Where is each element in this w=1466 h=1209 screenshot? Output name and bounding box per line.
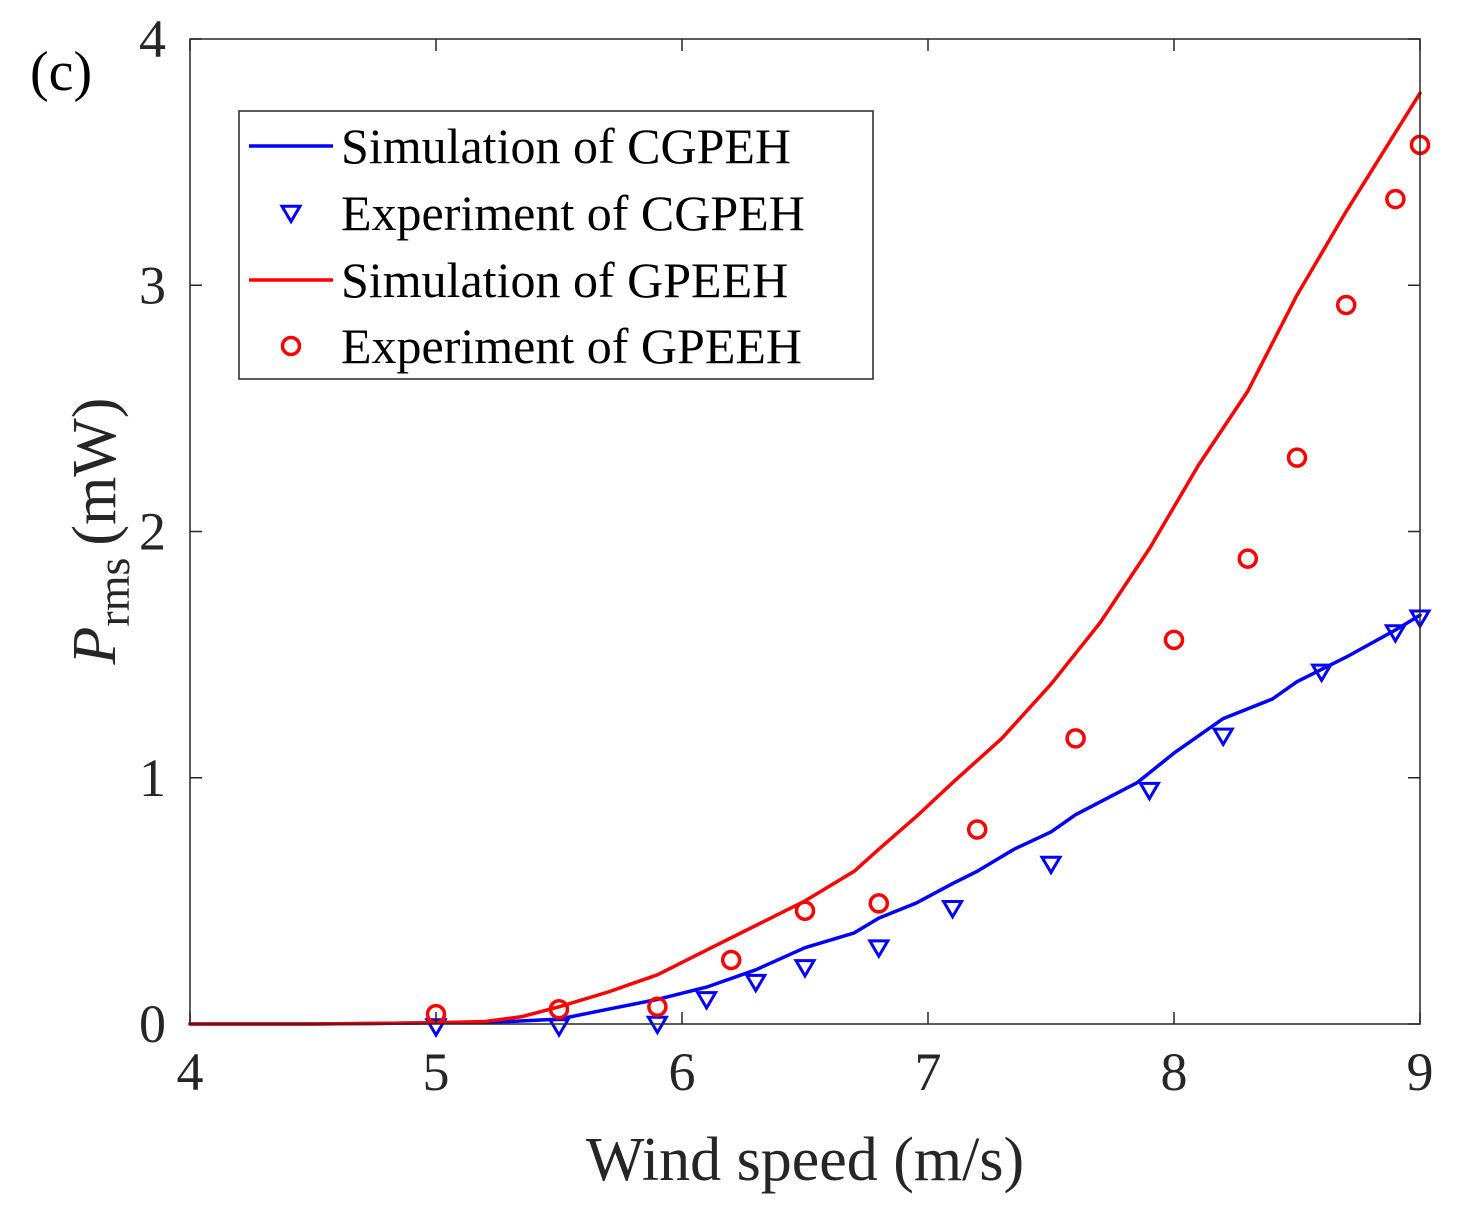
data-point-experiment-of-gpeeh	[647, 996, 668, 1018]
y-axis-label: Prms (mW)	[61, 398, 139, 666]
legend-entry-experiment-of-gpeeh: Experiment of GPEEH	[280, 318, 802, 374]
legend-box	[238, 110, 874, 380]
legend: Simulation of CGPEH Experiment of CGPEH Si…	[238, 110, 874, 380]
data-point-experiment-of-gpeeh	[1286, 447, 1308, 468]
y-axis-label-subscript: rms	[88, 558, 139, 627]
legend-swatch-triangle	[279, 204, 303, 225]
y-tick-label: 3	[139, 255, 166, 315]
data-point-experiment-of-cgpeh	[694, 991, 719, 1011]
legend-label: Simulation of CGPEH	[341, 118, 791, 174]
data-point-experiment-of-cgpeh	[1211, 727, 1235, 748]
y-axis-label-symbol: P	[61, 627, 129, 666]
series-experiment-of-cgpeh	[424, 609, 1432, 1038]
x-tick-label: 4	[177, 1042, 204, 1102]
x-tick-label: 7	[915, 1042, 942, 1102]
x-tick-label: 5	[423, 1042, 450, 1102]
legend-label: Simulation of GPEEH	[341, 252, 788, 308]
data-point-experiment-of-cgpeh	[547, 1018, 571, 1038]
data-point-experiment-of-cgpeh	[793, 959, 817, 979]
data-point-experiment-of-cgpeh	[1039, 855, 1063, 876]
series-line-simulation-of-cgpeh	[188, 613, 1422, 1026]
series-layer	[188, 91, 1432, 1038]
data-point-experiment-of-cgpeh	[940, 900, 965, 920]
data-point-experiment-of-gpeeh	[966, 819, 988, 840]
ticks-layer: 4 5 6 7 8 9 0 1 2 3 4	[139, 9, 1434, 1102]
data-point-experiment-of-gpeeh	[1385, 188, 1406, 210]
data-point-experiment-of-gpeeh	[548, 998, 570, 1020]
data-point-experiment-of-cgpeh	[744, 973, 768, 994]
data-point-experiment-of-gpeeh	[720, 949, 742, 971]
data-point-experiment-of-gpeeh	[1335, 294, 1357, 316]
series-simulation-of-gpeeh	[188, 91, 1422, 1026]
legend-entry-simulation-of-cgpeh: Simulation of CGPEH	[249, 118, 791, 174]
legend-label: Experiment of CGPEH	[341, 185, 805, 241]
y-tick-label: 2	[139, 502, 166, 562]
x-tick-label: 8	[1161, 1042, 1188, 1102]
data-point-experiment-of-cgpeh	[1309, 663, 1334, 684]
panel-label: (c)	[30, 41, 92, 103]
y-tick-label: 1	[139, 748, 166, 808]
data-point-experiment-of-gpeeh	[868, 893, 890, 914]
y-tick-label: 0	[139, 994, 166, 1054]
series-simulation-of-cgpeh	[188, 613, 1422, 1026]
y-axis-label-unit: (mW)	[61, 398, 129, 546]
data-point-experiment-of-gpeeh	[1065, 728, 1086, 749]
legend-entry-simulation-of-gpeeh: Simulation of GPEEH	[249, 252, 788, 308]
data-point-experiment-of-cgpeh	[1137, 781, 1162, 802]
data-point-experiment-of-cgpeh	[867, 939, 891, 960]
x-tick-label: 9	[1407, 1042, 1434, 1102]
legend-entry-experiment-of-cgpeh: Experiment of CGPEH	[279, 185, 805, 241]
data-point-experiment-of-gpeeh	[794, 900, 816, 921]
x-axis-label: Wind speed (m/s)	[586, 1126, 1024, 1194]
series-line-simulation-of-gpeeh	[188, 91, 1422, 1026]
legend-label: Experiment of GPEEH	[341, 318, 802, 374]
data-point-experiment-of-gpeeh	[1163, 629, 1185, 651]
x-tick-label: 6	[669, 1042, 696, 1102]
data-point-experiment-of-cgpeh	[645, 1015, 670, 1036]
y-tick-label: 4	[139, 9, 166, 69]
data-point-experiment-of-cgpeh	[1383, 624, 1408, 644]
legend-swatch-circle	[280, 335, 302, 357]
data-point-experiment-of-gpeeh	[1237, 548, 1259, 569]
